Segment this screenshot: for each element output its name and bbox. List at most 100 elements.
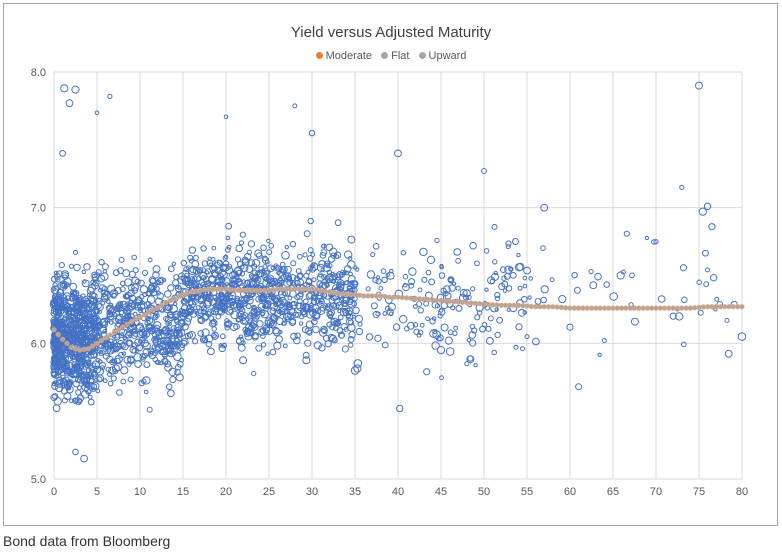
scatter-point (207, 347, 215, 356)
x-tick-label: 60 (564, 486, 576, 498)
scatter-point (194, 266, 200, 272)
scatter-point (372, 277, 379, 284)
scatter-point (171, 350, 177, 356)
scatter-point (396, 404, 404, 413)
scatter-point (69, 282, 78, 291)
scatter-point (274, 264, 281, 271)
curve-point (154, 305, 160, 311)
scatter-point (147, 284, 156, 294)
scatter-point (428, 278, 436, 286)
curve-point (464, 300, 470, 306)
curve-point (266, 287, 272, 294)
scatter-point (168, 367, 177, 376)
scatter-point (251, 370, 257, 377)
curve-point (640, 305, 646, 311)
scatter-point (187, 298, 195, 306)
scatter-point (351, 314, 356, 319)
scatter-point (491, 223, 498, 230)
scatter-point (323, 264, 331, 273)
scatter-point (448, 277, 455, 284)
scatter-point (120, 342, 129, 351)
scatter-point (432, 328, 438, 334)
scatter-point (234, 256, 242, 263)
scatter-point (187, 331, 197, 340)
scatter-point (540, 285, 549, 294)
curve-point (287, 286, 294, 292)
curve-point (361, 293, 367, 299)
scatter-point (179, 357, 185, 363)
scatter-point (512, 238, 519, 245)
scatter-point (98, 349, 104, 355)
scatter-point (240, 317, 247, 325)
scatter-point (468, 331, 477, 339)
scatter-point (466, 355, 475, 364)
scatter-point (180, 304, 189, 312)
scatter-point (196, 268, 203, 275)
scatter-point (238, 240, 245, 246)
curve-point (244, 287, 251, 294)
scatter-point (283, 312, 291, 321)
scatter-point (375, 278, 382, 285)
curve-point (399, 294, 405, 301)
scatter-point (94, 272, 101, 279)
curve-point (730, 304, 737, 310)
scatter-point (334, 276, 342, 284)
legend-label-moderate: Moderate (325, 50, 373, 62)
curve-point (687, 305, 694, 311)
curve-point (90, 343, 96, 349)
curve-point (275, 286, 281, 292)
scatter-point (246, 319, 253, 325)
scatter-point (629, 272, 635, 279)
scatter-point (588, 269, 594, 275)
scatter-point (145, 324, 154, 332)
x-tick-label: 35 (349, 486, 361, 498)
x-tick-label: 45 (435, 486, 447, 498)
scatter-point (334, 251, 342, 259)
curve-point (627, 305, 633, 311)
scatter-point (308, 265, 314, 271)
curve-point (146, 309, 152, 315)
scatter-point (131, 254, 137, 261)
curve-point (537, 304, 543, 310)
scatter-point (344, 280, 350, 286)
scatter-point (97, 309, 102, 315)
scatter-point (440, 301, 448, 310)
scatter-point (72, 448, 79, 456)
scatter-point (219, 263, 227, 272)
scatter-point (51, 371, 58, 378)
curve-point (176, 293, 182, 300)
scatter-point (85, 373, 91, 379)
scatter-point (218, 344, 226, 353)
scatter-point (372, 243, 380, 250)
curve-point (206, 286, 212, 292)
scatter-point (311, 294, 317, 300)
scatter-point (86, 292, 92, 298)
scatter-point (263, 329, 269, 336)
scatter-point (127, 289, 135, 297)
scatter-point (269, 348, 277, 356)
curve-point (257, 287, 264, 294)
scatter-point (142, 291, 148, 298)
scatter-point (402, 282, 408, 288)
curve-point (150, 307, 156, 313)
scatter-point (156, 292, 165, 300)
scatter-point (302, 298, 309, 305)
scatter-point (55, 383, 64, 393)
curve-point (343, 291, 350, 298)
scatter-point (77, 318, 84, 324)
scatter-point (143, 389, 149, 395)
scatter-point (336, 327, 344, 334)
curve-point (575, 305, 582, 311)
scatter-point (58, 347, 66, 354)
y-tick-label: 5.0 (31, 474, 46, 486)
scatter-point (329, 334, 337, 343)
curve-point (631, 305, 638, 311)
scatter-point (192, 254, 199, 261)
scatter-point (73, 263, 81, 272)
curve-point (223, 286, 229, 292)
curve-point (279, 286, 285, 292)
scatter-point (681, 296, 688, 304)
scatter-point (357, 321, 363, 327)
scatter-point (90, 371, 98, 378)
scatter-point (573, 286, 581, 294)
